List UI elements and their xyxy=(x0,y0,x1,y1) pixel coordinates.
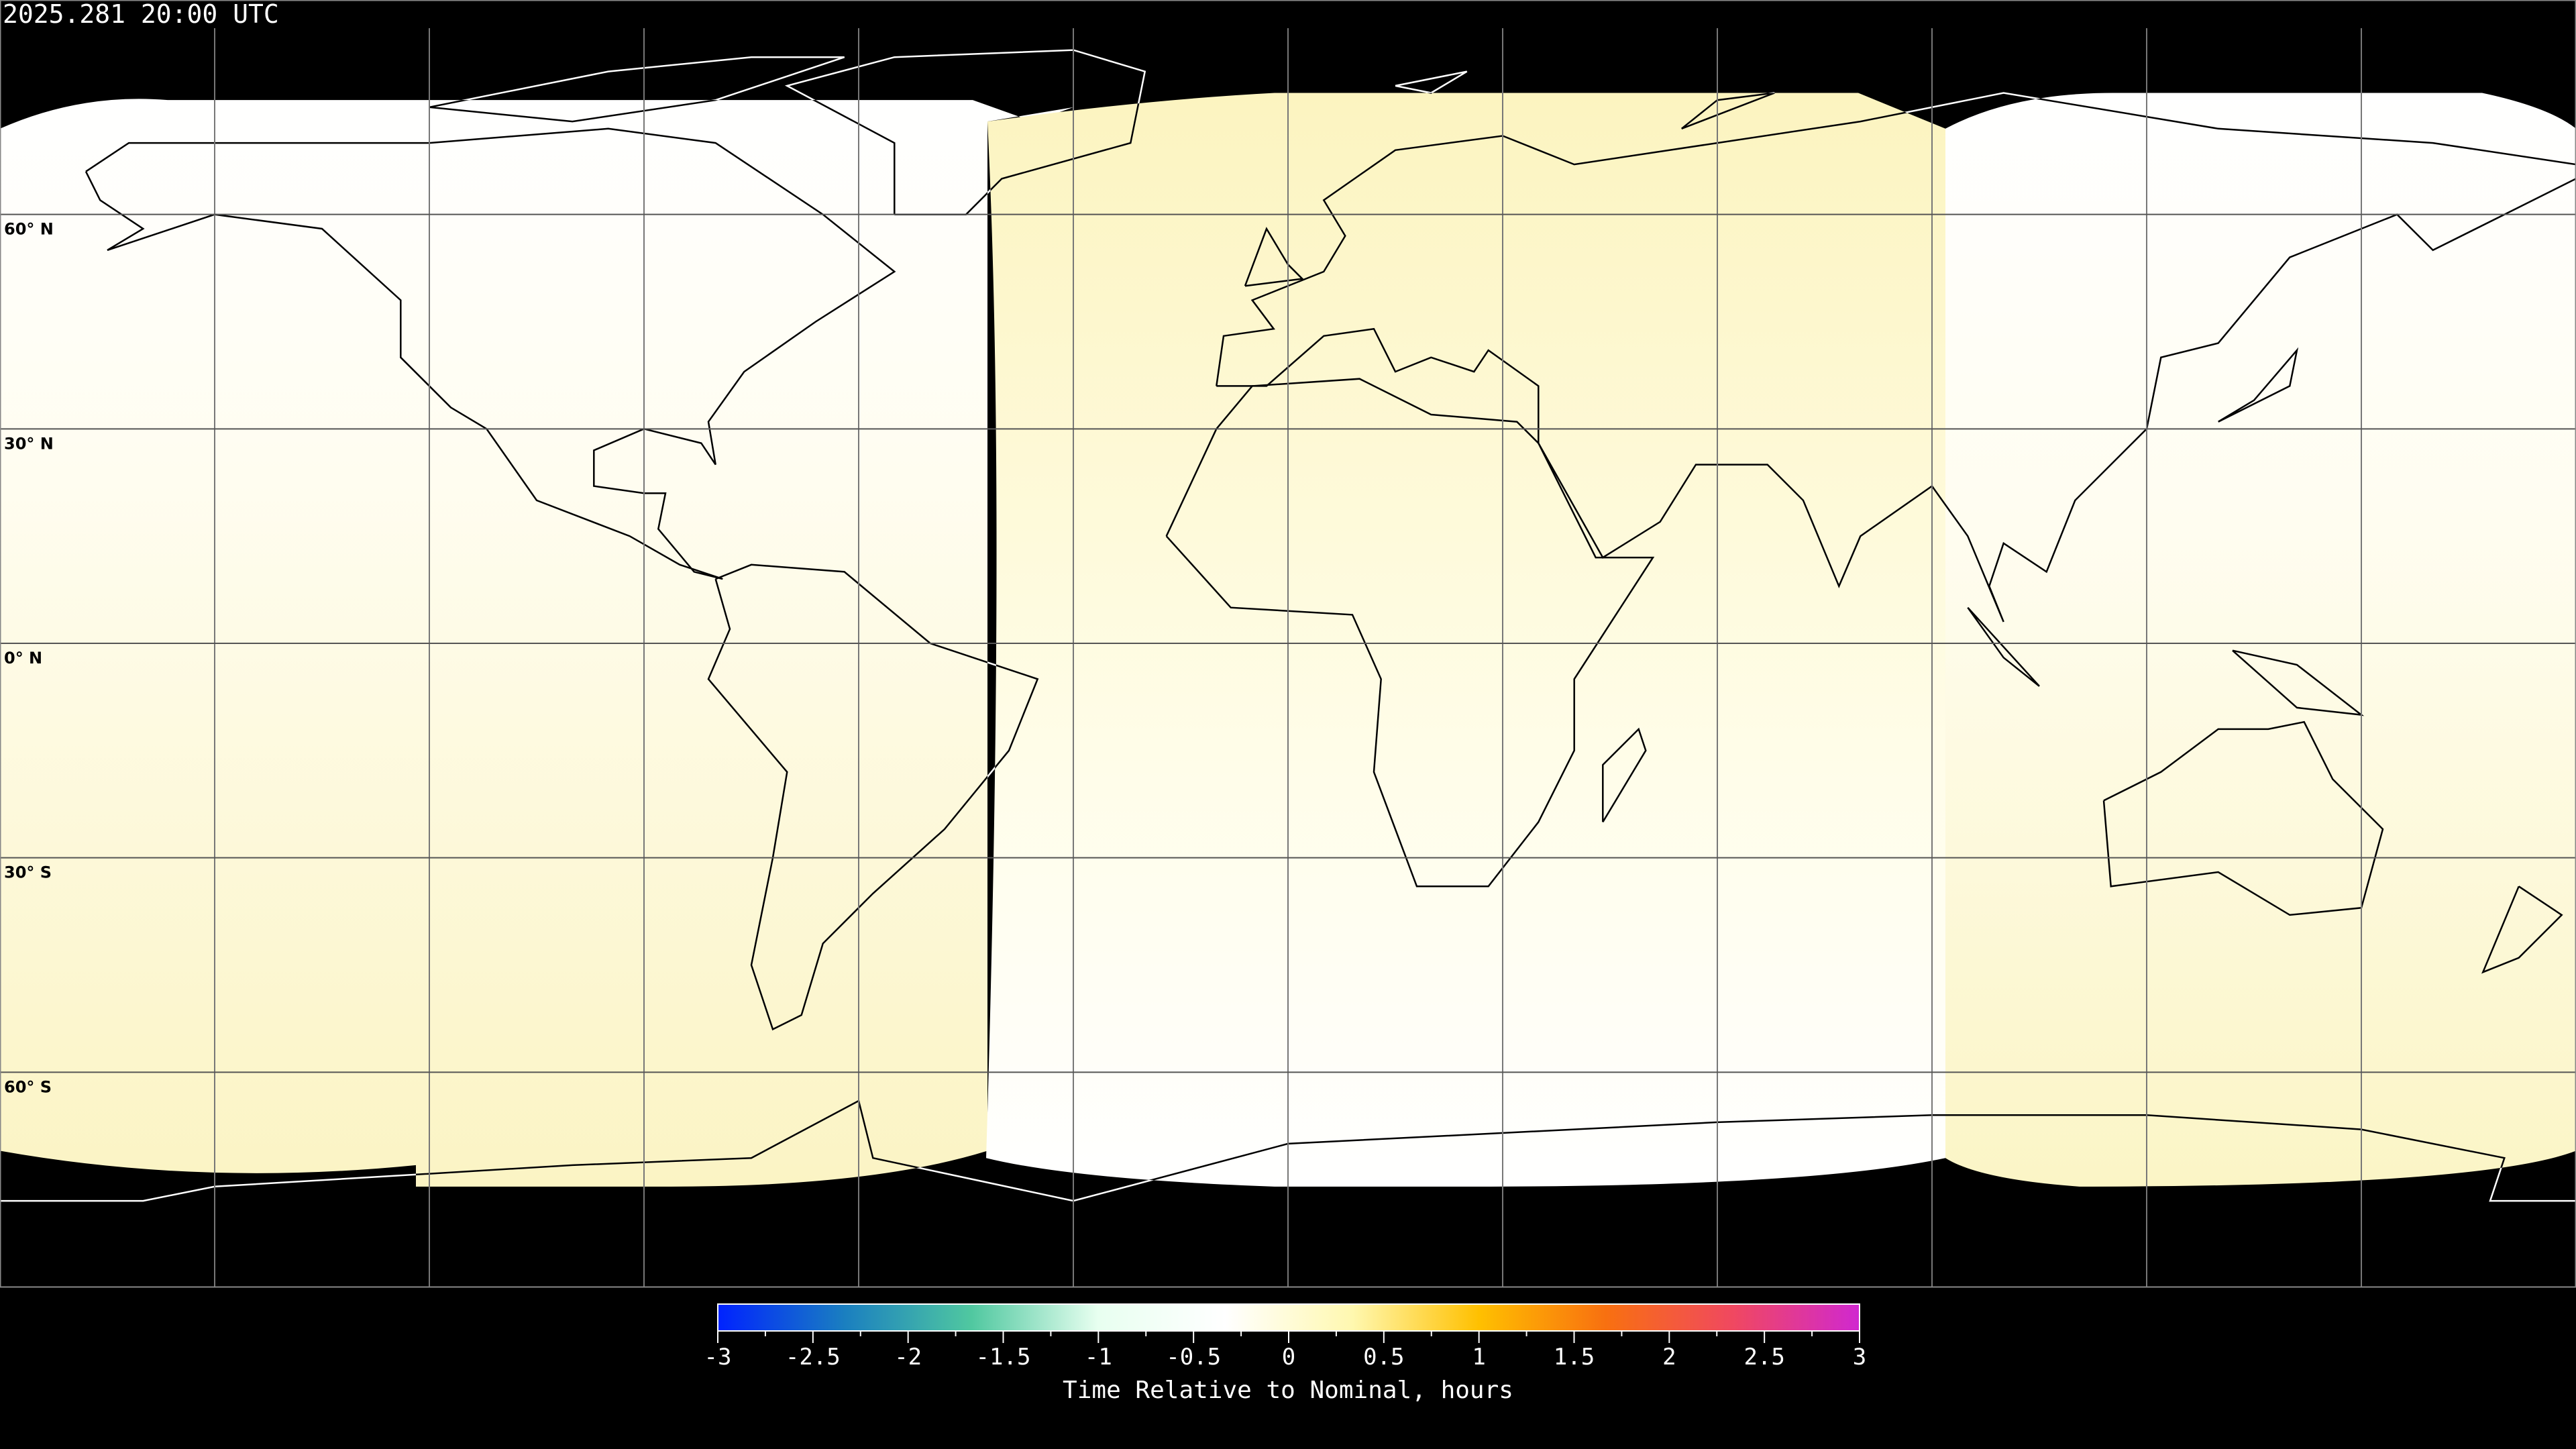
latitude-label: 0° N xyxy=(4,649,42,667)
coastline xyxy=(2102,720,2384,916)
coastline xyxy=(429,93,845,123)
colorbar-tick-label: 3 xyxy=(1853,1344,1866,1371)
colorbar: -3 -2.5 -2 -1.5 -1 -0.5 0 0.5 1 1.5 2 2.5 3 xyxy=(704,1303,1866,1371)
coastline xyxy=(707,564,1039,1031)
coastline xyxy=(1165,378,1655,888)
colorbar-tick-label: -2 xyxy=(894,1344,922,1371)
latitude-label: 30° N xyxy=(4,434,54,453)
colorbar-tick-label: 2 xyxy=(1662,1344,1676,1371)
latitude-label: 60° N xyxy=(4,220,54,239)
colorbar-tick-label: -0.5 xyxy=(1166,1344,1221,1371)
colorbar-tick-label: 0.5 xyxy=(1363,1344,1404,1371)
graticule xyxy=(0,28,2576,1287)
colorbar-tick-label: -2.5 xyxy=(786,1344,841,1371)
data-swath xyxy=(1945,93,2576,1187)
colorbar-tick-label: 0 xyxy=(1282,1344,1295,1371)
latitude-label: 30° S xyxy=(4,863,52,882)
coastline xyxy=(784,93,1146,215)
colorbar-tick-label: 2.5 xyxy=(1743,1344,1784,1371)
coastlines-on-data xyxy=(0,93,2576,1187)
coastline xyxy=(1680,93,1775,129)
coastline xyxy=(1602,727,1647,823)
latitude-label: 60° S xyxy=(4,1077,52,1096)
colorbar-tick-label: 1.5 xyxy=(1554,1344,1595,1371)
colorbar-label: Time Relative to Nominal, hours xyxy=(1063,1377,1513,1404)
colorbar-bar xyxy=(717,1303,1860,1332)
timestamp-title: 2025.281 20:00 UTC xyxy=(3,0,279,29)
data-swath xyxy=(986,93,1945,1187)
coastline xyxy=(0,1099,2576,1187)
coastline xyxy=(1395,70,1468,94)
colorbar-tick-label: -3 xyxy=(704,1344,732,1371)
coastline xyxy=(1216,93,2576,623)
coastline xyxy=(2481,885,2563,974)
coastline xyxy=(2218,347,2299,423)
coastline xyxy=(85,127,896,580)
colorbar-tick-label: -1 xyxy=(1085,1344,1112,1371)
colorbar-tick-label: -1.5 xyxy=(976,1344,1031,1371)
latitude-labels: 60° N 30° N 0° N 30° S 60° S xyxy=(4,220,54,1097)
colorbar-tick-label: 1 xyxy=(1472,1344,1485,1371)
coastline xyxy=(1967,606,2040,687)
